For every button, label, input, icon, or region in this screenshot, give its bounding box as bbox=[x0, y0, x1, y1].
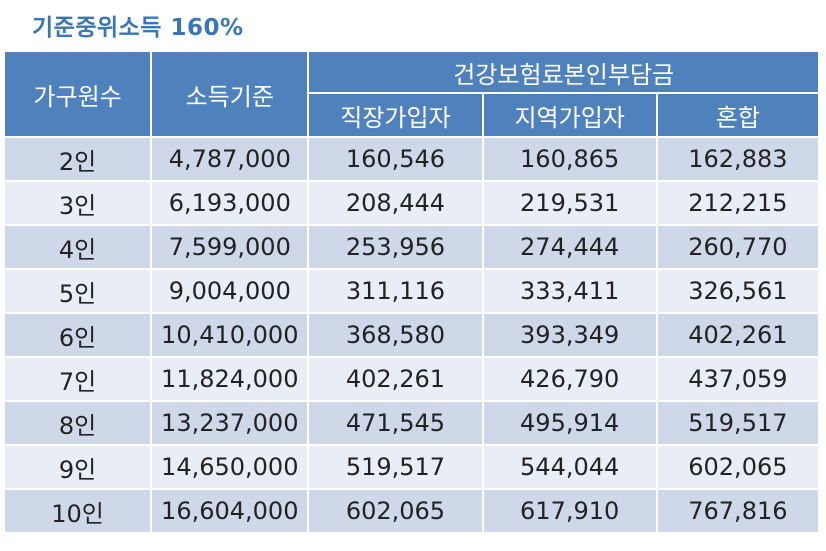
header-mixed: 혼합 bbox=[657, 94, 818, 136]
table-row: 9인 14,650,000 519,517 544,044 602,065 bbox=[5, 446, 818, 488]
cell-regional: 333,411 bbox=[483, 270, 656, 312]
cell-income: 14,650,000 bbox=[152, 446, 308, 488]
cell-household-size: 9인 bbox=[5, 446, 151, 488]
cell-mixed: 162,883 bbox=[657, 138, 818, 180]
cell-household-size: 2인 bbox=[5, 138, 151, 180]
cell-income: 6,193,000 bbox=[152, 182, 308, 224]
income-table: 가구원수 소득기준 건강보험료본인부담금 직장가입자 지역가입자 혼합 2인 4… bbox=[3, 50, 820, 534]
table-row: 2인 4,787,000 160,546 160,865 162,883 bbox=[5, 138, 818, 180]
cell-income: 7,599,000 bbox=[152, 226, 308, 268]
cell-mixed: 767,816 bbox=[657, 490, 818, 532]
cell-employee: 368,580 bbox=[309, 314, 482, 356]
cell-regional: 219,531 bbox=[483, 182, 656, 224]
cell-employee: 160,546 bbox=[309, 138, 482, 180]
cell-mixed: 402,261 bbox=[657, 314, 818, 356]
table-row: 4인 7,599,000 253,956 274,444 260,770 bbox=[5, 226, 818, 268]
cell-household-size: 5인 bbox=[5, 270, 151, 312]
cell-income: 4,787,000 bbox=[152, 138, 308, 180]
header-row: 가구원수 소득기준 건강보험료본인부담금 bbox=[5, 52, 818, 136]
cell-income: 11,824,000 bbox=[152, 358, 308, 400]
cell-mixed: 260,770 bbox=[657, 226, 818, 268]
cell-household-size: 8인 bbox=[5, 402, 151, 444]
cell-regional: 544,044 bbox=[483, 446, 656, 488]
cell-household-size: 7인 bbox=[5, 358, 151, 400]
cell-household-size: 3인 bbox=[5, 182, 151, 224]
cell-income: 16,604,000 bbox=[152, 490, 308, 532]
table-row: 6인 10,410,000 368,580 393,349 402,261 bbox=[5, 314, 818, 356]
cell-regional: 274,444 bbox=[483, 226, 656, 268]
cell-employee: 471,545 bbox=[309, 402, 482, 444]
header-subrow: 직장가입자 지역가입자 혼합 bbox=[5, 94, 818, 136]
page-title: 기준중위소득 160% bbox=[32, 15, 244, 41]
cell-employee: 253,956 bbox=[309, 226, 482, 268]
header-income-standard: 소득기준 bbox=[152, 52, 308, 136]
table-row: 7인 11,824,000 402,261 426,790 437,059 bbox=[5, 358, 818, 400]
cell-regional: 393,349 bbox=[483, 314, 656, 356]
cell-mixed: 437,059 bbox=[657, 358, 818, 400]
cell-regional: 426,790 bbox=[483, 358, 656, 400]
cell-household-size: 4인 bbox=[5, 226, 151, 268]
table-row: 8인 13,237,000 471,545 495,914 519,517 bbox=[5, 402, 818, 444]
cell-employee: 208,444 bbox=[309, 182, 482, 224]
header-household-size: 가구원수 bbox=[5, 52, 151, 136]
table-row: 10인 16,604,000 602,065 617,910 767,816 bbox=[5, 490, 818, 532]
header-employee: 직장가입자 bbox=[309, 94, 482, 136]
cell-employee: 402,261 bbox=[309, 358, 482, 400]
table-row: 5인 9,004,000 311,116 333,411 326,561 bbox=[5, 270, 818, 312]
cell-household-size: 10인 bbox=[5, 490, 151, 532]
cell-mixed: 212,215 bbox=[657, 182, 818, 224]
cell-income: 9,004,000 bbox=[152, 270, 308, 312]
cell-regional: 160,865 bbox=[483, 138, 656, 180]
cell-mixed: 326,561 bbox=[657, 270, 818, 312]
header-premium-group: 건강보험료본인부담금 bbox=[309, 52, 818, 92]
cell-regional: 495,914 bbox=[483, 402, 656, 444]
cell-employee: 602,065 bbox=[309, 490, 482, 532]
cell-regional: 617,910 bbox=[483, 490, 656, 532]
table-header: 가구원수 소득기준 건강보험료본인부담금 직장가입자 지역가입자 혼합 bbox=[5, 52, 818, 136]
cell-mixed: 519,517 bbox=[657, 402, 818, 444]
table-body: 2인 4,787,000 160,546 160,865 162,883 3인 … bbox=[5, 138, 818, 532]
cell-mixed: 602,065 bbox=[657, 446, 818, 488]
header-regional: 지역가입자 bbox=[483, 94, 656, 136]
table-row: 3인 6,193,000 208,444 219,531 212,215 bbox=[5, 182, 818, 224]
cell-household-size: 6인 bbox=[5, 314, 151, 356]
cell-income: 13,237,000 bbox=[152, 402, 308, 444]
cell-employee: 519,517 bbox=[309, 446, 482, 488]
cell-employee: 311,116 bbox=[309, 270, 482, 312]
cell-income: 10,410,000 bbox=[152, 314, 308, 356]
